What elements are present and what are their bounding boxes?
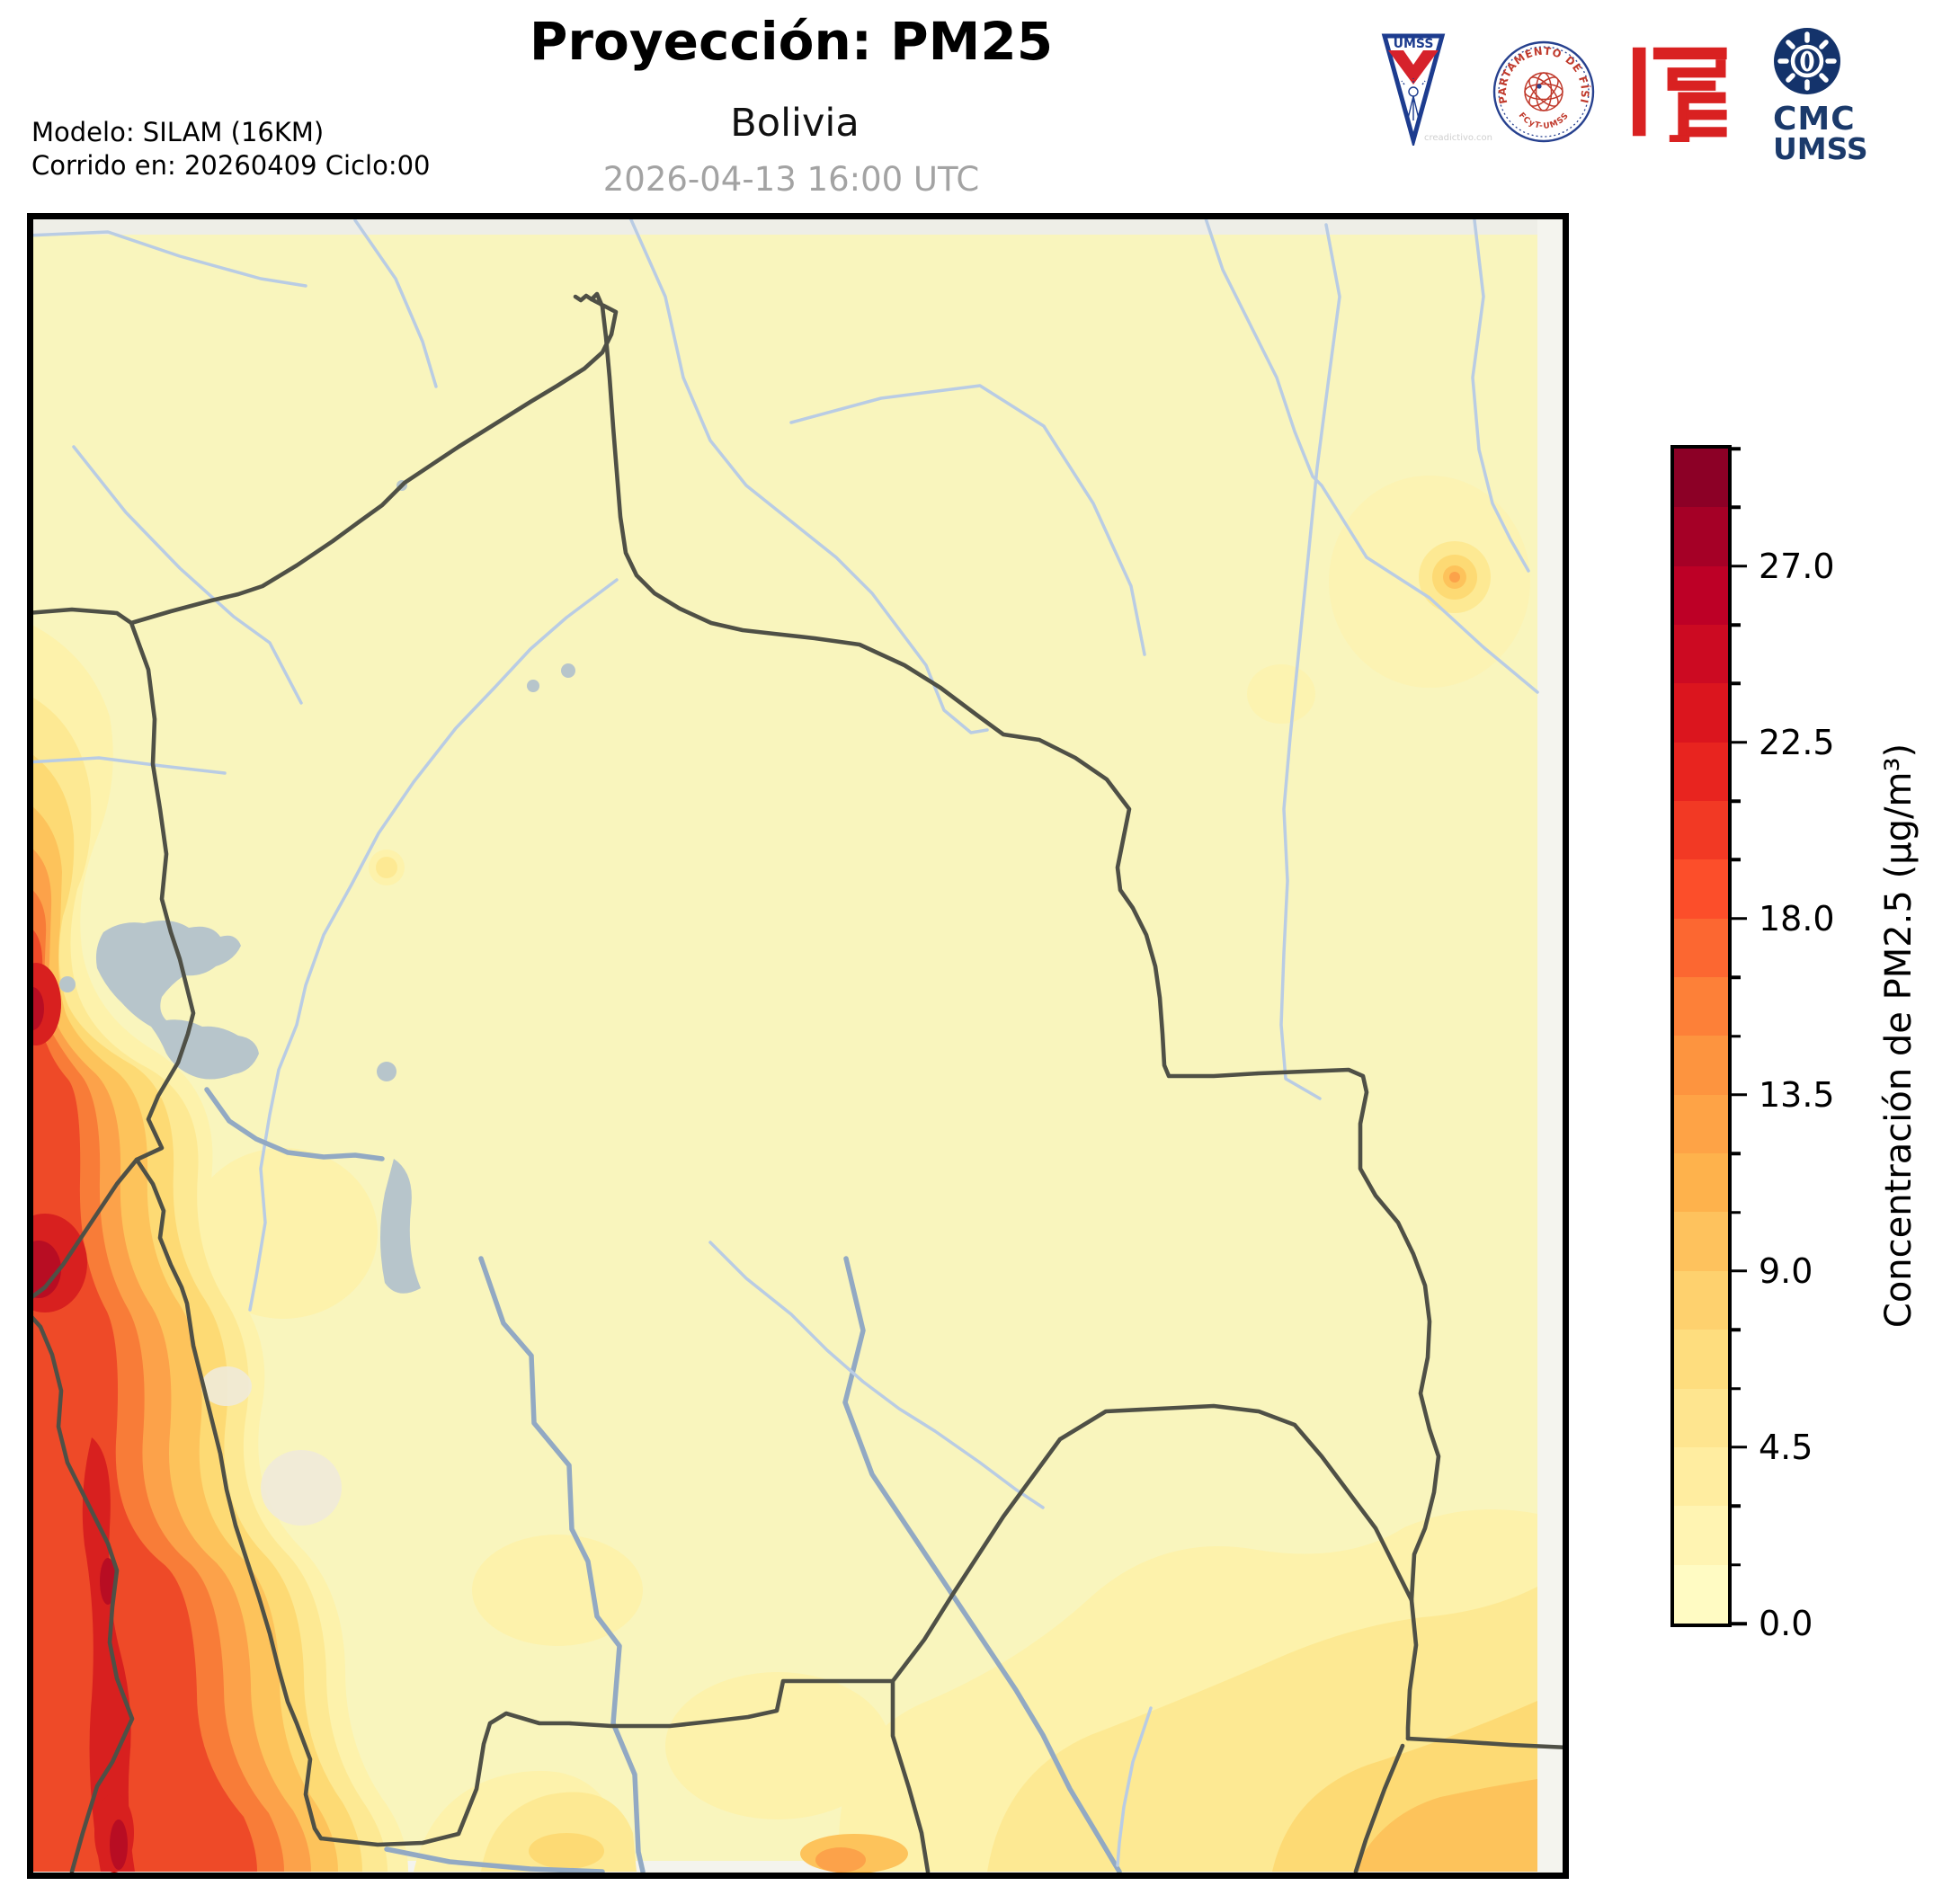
lakes <box>59 480 575 1526</box>
colorbar-minor-tick <box>1732 447 1741 450</box>
colorbar-ticks: 0.0 4.5 9.0 13.5 18.0 22.5 27.0 <box>1674 447 1835 1643</box>
forecast-datetime: 2026-04-13 16:00 UTC <box>602 160 980 199</box>
colorbar-major-tick <box>1732 741 1747 744</box>
border-brazil-southeast-spur <box>1405 1736 1569 1750</box>
salar-de-coipasa <box>201 1366 252 1406</box>
colorbar-segment <box>1674 1212 1728 1271</box>
map-frame <box>27 213 1569 1879</box>
seal-bottom-text: FCyT-UMSS <box>1517 111 1572 131</box>
colorbar-major-tick <box>1732 1446 1747 1449</box>
colorbar-tick-label: 18.0 <box>1759 898 1835 939</box>
colorbar-tick-label: 9.0 <box>1759 1250 1813 1291</box>
rivers <box>27 214 1539 1874</box>
colorbar-minor-tick <box>1732 1328 1741 1331</box>
colorbar-minor-tick <box>1732 623 1741 627</box>
colorbar-tick-label: 0.0 <box>1759 1604 1813 1643</box>
colorbar-tick-label: 22.5 <box>1759 722 1835 762</box>
colorbar-segment <box>1674 742 1728 802</box>
border-chile-bolivia <box>134 1157 324 1841</box>
colorbar-segment <box>1674 625 1728 684</box>
border-peru-chile <box>27 1157 139 1303</box>
colorbar-segment <box>1674 1094 1728 1154</box>
region-subtitle: Bolivia <box>730 101 860 146</box>
colorbar-segments <box>1674 449 1728 1624</box>
colorbar-segment <box>1674 683 1728 743</box>
logo-watermark: creadictivo.con <box>1424 133 1492 143</box>
river-itenez <box>1279 223 1341 1100</box>
cmc-text-line1: CMC <box>1773 101 1856 138</box>
colorbar-segment <box>1674 1153 1728 1213</box>
colorbar-segment <box>1674 1388 1728 1447</box>
border-brazil-north-east <box>129 291 1441 1741</box>
colorbar-minor-tick <box>1732 505 1741 510</box>
colorbar-segment <box>1674 507 1728 566</box>
colorbar-minor-tick <box>1732 1034 1741 1038</box>
lake-poopo <box>380 1159 421 1294</box>
colorbar-segment <box>1674 1564 1728 1624</box>
page-title: Proyección: PM25 <box>529 11 1054 72</box>
border-peru-west <box>27 607 134 626</box>
bolivia-pm25-map <box>27 213 1569 1879</box>
river-mamore <box>628 214 989 734</box>
colorbar-segment <box>1674 801 1728 860</box>
colorbar-minor-tick <box>1732 975 1741 979</box>
river-grande <box>842 1256 1122 1874</box>
colorbar-tick-label: 27.0 <box>1759 546 1835 586</box>
colorbar-minor-tick <box>1732 799 1741 803</box>
colorbar-major-tick <box>1732 1093 1747 1097</box>
colorbar-segment <box>1674 1330 1728 1389</box>
colorbar-segment <box>1674 1036 1728 1095</box>
colorbar-segment <box>1674 449 1728 508</box>
river-desaguadero <box>204 1087 385 1161</box>
colorbar-minor-tick <box>1732 858 1741 862</box>
lake-titicaca <box>95 920 259 1080</box>
colorbar-minor-tick <box>1732 1386 1741 1391</box>
colorbar-major-tick <box>1732 1269 1747 1273</box>
colorbar-minor-tick <box>1732 1210 1741 1214</box>
colorbar-major-tick <box>1732 1622 1747 1625</box>
colorbar-axis-label: Concentración de PM2.5 (µg/m³) <box>1878 743 1920 1329</box>
colorbar-major-tick <box>1732 564 1747 568</box>
pennant-emblem <box>1401 78 1426 120</box>
umss-pennant-logo: UMSS <box>1381 33 1446 146</box>
cmc-text-line2: UMSS <box>1773 131 1868 165</box>
colorbar-segment <box>1674 1506 1728 1565</box>
border-peru-bolivia <box>129 620 196 1162</box>
border-paraguay <box>890 1403 1414 1684</box>
colorbar-tick-label: 13.5 <box>1759 1074 1835 1115</box>
colorbar-minor-tick <box>1732 1504 1741 1508</box>
colorbar-tick-label: 4.5 <box>1759 1427 1813 1467</box>
colorbar-minor-tick <box>1732 681 1741 686</box>
seal-globe <box>1524 72 1563 111</box>
fcyt-red-maze-icon <box>1632 47 1727 142</box>
model-info: Modelo: SILAM (16KM) <box>31 117 325 147</box>
lake-uru-uru <box>377 1062 396 1081</box>
border-chile-coast <box>27 1309 135 1874</box>
colorbar-major-tick <box>1732 917 1747 921</box>
colorbar-segment <box>1674 977 1728 1037</box>
seal-outer-ring <box>1492 40 1595 143</box>
map-panel <box>27 213 1569 1879</box>
seal-top-text: DEPARTAMENTO DE FÍSICA <box>1491 23 1592 105</box>
cmc-sun-rays <box>1777 31 1837 91</box>
physics-department-seal: DEPARTAMENTO DE FÍSICA FCyT-UMSS <box>1491 23 1595 143</box>
colorbar-segment <box>1674 1270 1728 1330</box>
run-info: Corrido en: 20260409 Ciclo:00 <box>31 150 431 181</box>
colorbar-segment <box>1674 1446 1728 1507</box>
colorbar: 0.0 4.5 9.0 13.5 18.0 22.5 27.0 <box>1670 445 1835 1643</box>
border-argentina <box>318 1678 931 1874</box>
cmc-umss-logo: CMC UMSS <box>1773 28 1868 165</box>
colorbar-minor-tick <box>1732 1152 1741 1155</box>
salar-de-uyuni <box>261 1450 342 1526</box>
colorbar-segment <box>1674 918 1728 978</box>
pennant-label: UMSS <box>1394 37 1434 51</box>
river-beni <box>248 578 619 1312</box>
river-pilcomayo <box>478 1256 646 1874</box>
pennant-red-chevron <box>1388 50 1439 85</box>
country-borders <box>27 291 1569 1874</box>
colorbar-segment <box>1674 859 1728 919</box>
colorbar-segment <box>1674 565 1728 626</box>
colorbar-minor-tick <box>1732 1562 1741 1567</box>
